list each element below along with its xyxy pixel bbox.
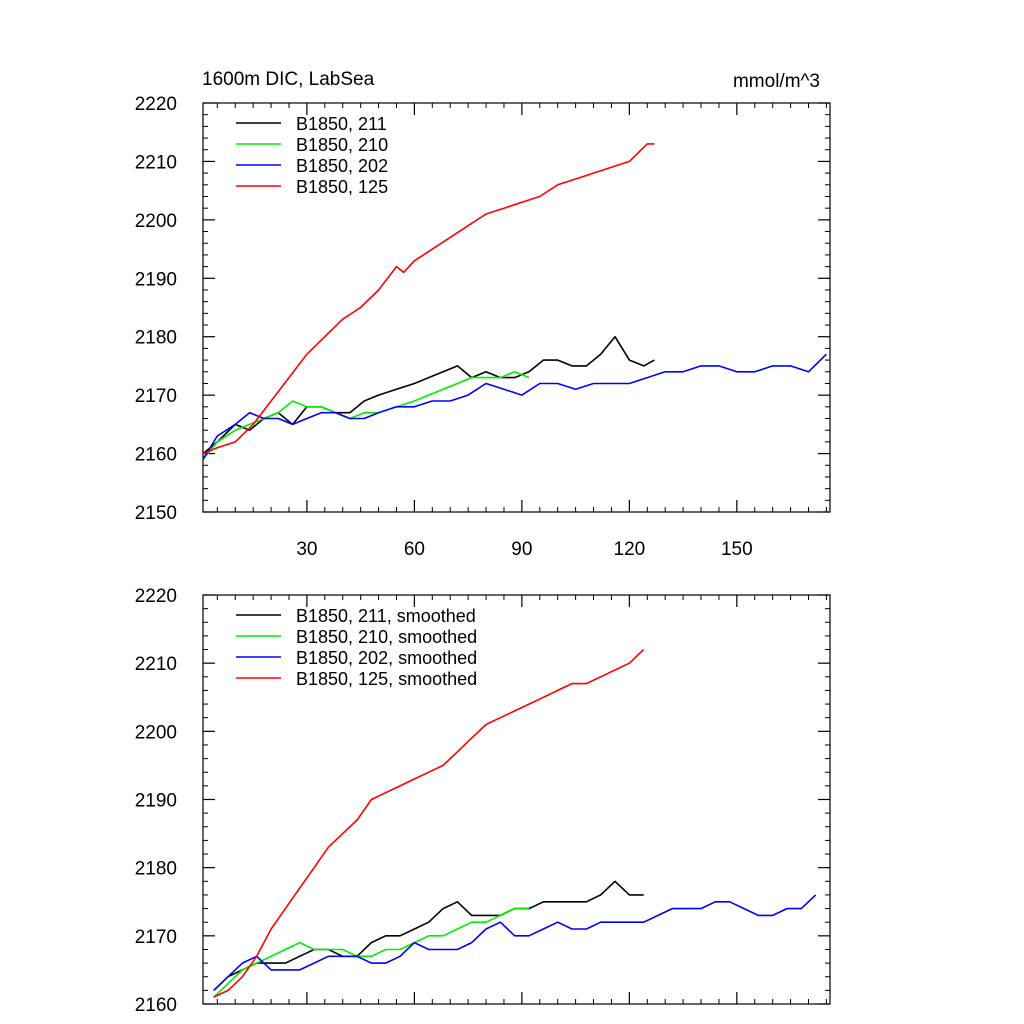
y-tick-label: 2200 <box>135 211 177 232</box>
series-line <box>213 894 817 991</box>
legend-label: B1850, 125, smoothed <box>296 669 477 689</box>
series-line <box>213 880 644 991</box>
legend-label: B1850, 211, smoothed <box>296 606 476 626</box>
series-line <box>202 370 530 460</box>
units-label: mmol/m^3 <box>733 71 820 92</box>
x-tick-label: 30 <box>296 539 317 560</box>
x-tick-label: 60 <box>404 539 425 560</box>
legend-label: B1850, 211 <box>296 114 387 134</box>
y-tick-label: 2200 <box>135 722 177 743</box>
legend-label: B1850, 125 <box>296 177 388 197</box>
y-tick-label: 2210 <box>135 152 177 173</box>
x-tick-label: 120 <box>614 539 646 560</box>
y-tick-label: 2210 <box>135 654 177 675</box>
series-line <box>202 335 655 455</box>
legend-label: B1850, 210 <box>296 135 388 155</box>
y-tick-label: 2220 <box>135 586 177 607</box>
y-tick-label: 2170 <box>135 386 177 407</box>
panel-title: 1600m DIC, LabSea <box>202 69 375 90</box>
legend-label: B1850, 210, smoothed <box>296 627 477 647</box>
y-tick-label: 2160 <box>135 445 177 466</box>
y-tick-label: 2170 <box>135 927 177 948</box>
series-line <box>213 648 645 998</box>
plot-frame <box>202 102 831 513</box>
y-tick-label: 2180 <box>135 328 177 349</box>
y-tick-label: 2220 <box>135 94 177 115</box>
series-line <box>202 353 827 460</box>
y-tick-label: 2180 <box>135 859 177 880</box>
x-tick-label: 90 <box>511 539 532 560</box>
series-line <box>202 143 655 455</box>
y-tick-label: 2190 <box>135 791 177 812</box>
bottom-plot: 2160 2170 2180 2190 2200 2210 2220 B1850, 211, … <box>135 586 831 1016</box>
y-tick-label: 2160 <box>135 995 177 1016</box>
legend-label: B1850, 202 <box>296 156 388 176</box>
y-tick-label: 2150 <box>135 503 177 524</box>
x-tick-label: 150 <box>721 539 753 560</box>
top-plot: 30 60 90 120 150 2150 2160 2170 2180 2190 2200 2210… <box>135 94 831 560</box>
series-line <box>213 907 529 998</box>
legend-label: B1850, 202, smoothed <box>296 648 477 668</box>
y-tick-label: 2190 <box>135 269 177 290</box>
